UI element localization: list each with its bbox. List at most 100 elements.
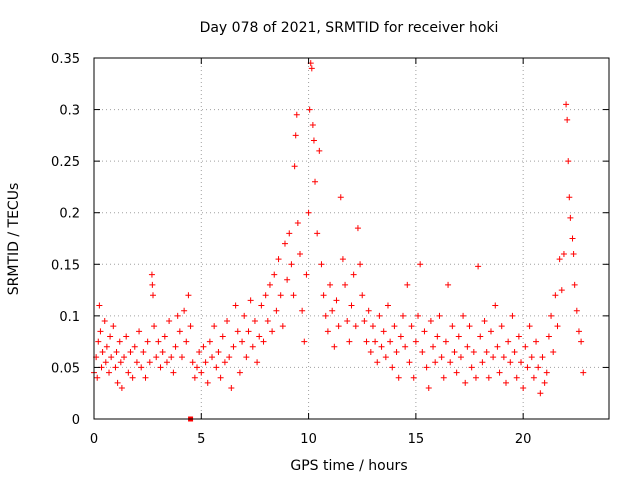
data-point-54 — [187, 323, 194, 330]
data-point-60 — [200, 343, 207, 350]
data-point-227 — [548, 312, 555, 319]
data-point-74 — [230, 343, 237, 350]
data-point-121 — [320, 292, 327, 299]
data-point-50 — [178, 354, 185, 361]
data-point-91 — [266, 281, 273, 288]
data-point-63 — [206, 338, 213, 345]
data-point-196 — [481, 318, 488, 325]
data-point-46 — [170, 369, 177, 376]
data-point-200 — [490, 354, 497, 361]
data-point-147 — [376, 312, 383, 319]
data-point-160 — [404, 281, 411, 288]
data-point-29 — [138, 364, 145, 371]
data-point-133 — [346, 338, 353, 345]
data-point-87 — [258, 302, 265, 309]
data-point-202 — [494, 343, 501, 350]
data-point-140 — [361, 318, 368, 325]
data-point-47 — [172, 343, 179, 350]
data-point-25 — [129, 374, 136, 381]
data-point-92 — [269, 328, 276, 335]
data-point-21 — [121, 354, 128, 361]
data-point-137 — [354, 225, 361, 232]
data-point-95 — [275, 256, 282, 263]
data-point-245 — [580, 369, 587, 376]
data-point-162 — [408, 323, 415, 330]
data-point-7 — [99, 348, 106, 355]
data-point-244 — [578, 338, 585, 345]
data-point-150 — [382, 354, 389, 361]
data-point-222 — [537, 390, 544, 397]
data-point-146 — [374, 359, 381, 366]
data-point-238 — [567, 214, 574, 221]
data-point-13 — [108, 354, 115, 361]
data-point-55 — [189, 359, 196, 366]
data-point-153 — [389, 364, 396, 371]
data-point-216 — [524, 364, 531, 371]
data-point-205 — [500, 354, 507, 361]
data-point-20 — [118, 385, 125, 392]
data-point-178 — [442, 338, 449, 345]
data-point-151 — [384, 302, 391, 309]
data-point-157 — [397, 333, 404, 340]
data-point-110 — [303, 271, 310, 278]
data-point-185 — [457, 354, 464, 361]
data-point-49 — [176, 328, 183, 335]
data-point-214 — [520, 385, 527, 392]
data-point-32 — [144, 338, 151, 345]
data-point-182 — [451, 348, 458, 355]
data-point-117 — [312, 178, 319, 185]
y-tick-label-6: 0.3 — [59, 104, 80, 119]
data-point-109 — [301, 338, 308, 345]
data-point-172 — [430, 343, 437, 350]
data-point-78 — [239, 338, 246, 345]
data-point-197 — [483, 348, 490, 355]
data-point-19 — [117, 359, 124, 366]
data-point-41 — [159, 348, 166, 355]
data-point-217 — [526, 323, 533, 330]
data-point-164 — [412, 338, 419, 345]
data-point-33 — [146, 359, 153, 366]
data-point-148 — [378, 343, 385, 350]
data-point-204 — [498, 323, 505, 330]
data-point-165 — [415, 312, 422, 319]
data-point-242 — [573, 307, 580, 314]
data-point-173 — [432, 359, 439, 366]
data-point-134 — [348, 302, 355, 309]
data-point-193 — [475, 263, 482, 270]
data-point-127 — [333, 297, 340, 304]
data-point-226 — [545, 333, 552, 340]
data-point-89 — [262, 292, 269, 299]
data-point-136 — [352, 323, 359, 330]
data-point-70 — [221, 359, 228, 366]
data-point-144 — [369, 323, 376, 330]
data-point-111 — [305, 209, 312, 216]
y-tick-label-5: 0.25 — [51, 155, 80, 170]
data-point-104 — [292, 132, 299, 139]
data-point-174 — [434, 333, 441, 340]
data-point-142 — [365, 307, 372, 314]
data-point-36 — [150, 292, 157, 299]
data-point-158 — [400, 312, 406, 319]
data-point-167 — [419, 348, 426, 355]
data-point-189 — [466, 323, 473, 330]
data-point-12 — [107, 333, 114, 340]
data-point-84 — [251, 318, 258, 325]
axes: 0 5 10 15 20 0 0.05 0.1 0.15 0.2 0.25 0.3 0.35 — [51, 52, 610, 447]
data-point-225 — [543, 369, 550, 376]
data-point-208 — [507, 359, 514, 366]
data-point-166 — [417, 261, 424, 268]
data-point-124 — [327, 281, 334, 288]
data-point-149 — [380, 328, 387, 335]
data-point-77 — [236, 369, 243, 376]
data-point-221 — [535, 364, 542, 371]
data-point-118 — [314, 230, 321, 237]
y-tick-label-4: 0.2 — [59, 207, 80, 222]
data-point-130 — [339, 256, 346, 263]
plot-frame — [93, 57, 610, 420]
data-point-73 — [228, 385, 235, 392]
data-point-51 — [181, 307, 188, 314]
data-point-85 — [254, 359, 261, 366]
data-point-112 — [306, 106, 313, 113]
data-point-5 — [97, 328, 104, 335]
data-point-192 — [472, 374, 479, 381]
